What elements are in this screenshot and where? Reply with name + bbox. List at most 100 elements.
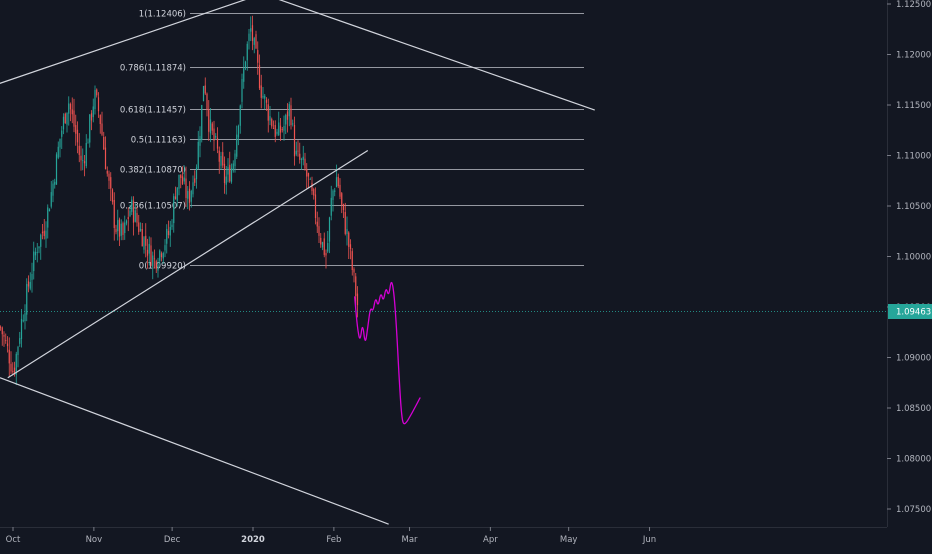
candle-body: [99, 115, 101, 124]
candle-body: [244, 61, 247, 69]
candle-body: [318, 226, 320, 236]
candle-body: [176, 187, 178, 201]
candle-body: [262, 95, 264, 98]
time-tick-label: Oct: [6, 535, 21, 545]
candle-body: [327, 242, 329, 252]
candle-body: [55, 154, 58, 185]
candle-body: [6, 343, 9, 347]
price-tick-label: 1.10500: [896, 202, 931, 212]
candle-body: [134, 210, 136, 222]
trendlines[interactable]: [0, 0, 595, 525]
candle-body: [3, 334, 5, 337]
candle-body: [33, 251, 35, 272]
candle-body: [246, 43, 248, 61]
candle-body: [8, 349, 10, 364]
candle-body: [356, 293, 359, 306]
candle-body: [183, 177, 185, 182]
candle-body: [290, 105, 292, 126]
candle-body: [22, 320, 24, 322]
candle-body: [225, 176, 227, 185]
candle-body: [299, 153, 301, 160]
candle-body: [276, 131, 278, 134]
candle-body: [211, 123, 213, 131]
candle-body: [69, 104, 72, 110]
trendline-upper-right-resistance[interactable]: [240, 0, 595, 111]
hand-drawn-projection[interactable]: [354, 281, 421, 425]
price-tick-label: 1.08500: [896, 404, 931, 414]
projection-drawing[interactable]: [354, 281, 421, 425]
candle-body: [222, 152, 224, 166]
candle-body: [155, 261, 157, 269]
price-tick-label: 1.12000: [896, 51, 931, 61]
candle-body: [321, 242, 324, 248]
candle-body: [190, 190, 192, 202]
candle-body: [185, 178, 187, 198]
candle-body: [208, 109, 210, 132]
time-tick-label: Dec: [164, 535, 181, 545]
candle-body: [41, 231, 44, 234]
candle-body: [292, 123, 294, 125]
candle-body: [31, 273, 33, 280]
candle-body: [27, 281, 30, 287]
candle-body: [145, 235, 147, 246]
candle-body: [166, 228, 168, 244]
fib-level-label: 0(1.09920): [139, 262, 186, 272]
candle-body: [265, 99, 268, 103]
candle-body: [311, 182, 313, 192]
candle-body: [174, 196, 177, 199]
candle-body: [257, 50, 259, 63]
candle-body: [272, 128, 275, 130]
candle-body: [181, 176, 184, 184]
candle-body: [152, 255, 154, 267]
candle-body: [279, 125, 282, 133]
candle-body: [320, 237, 322, 245]
candle-body: [316, 221, 318, 227]
price-tick-label: 1.11000: [896, 152, 931, 162]
candle-body: [297, 150, 299, 152]
candle-body: [94, 90, 96, 110]
time-tick-label: 2020: [241, 535, 265, 545]
candle-body: [213, 128, 215, 141]
candle-body: [5, 340, 7, 341]
candle-body: [108, 173, 110, 181]
price-axis[interactable]: 1.12500 1.12000 1.11500 1.11000 1.10500 1.100…: [887, 0, 932, 527]
trendline-upper-left-resistance[interactable]: [0, 0, 274, 95]
price-tick-label: 1.08000: [896, 455, 931, 465]
candle-body: [153, 258, 156, 260]
time-tick-label: Feb: [326, 535, 341, 545]
candle-body: [216, 137, 219, 149]
trendline-lower-falling[interactable]: [0, 377, 389, 525]
candle-body: [253, 38, 255, 45]
candle-body: [237, 125, 240, 138]
candle-body: [328, 217, 331, 242]
candle-body: [75, 125, 77, 134]
candle-body: [34, 251, 37, 256]
candle-body: [337, 176, 339, 187]
candle-body: [141, 228, 143, 247]
candle-body: [188, 188, 191, 203]
candle-body: [202, 86, 205, 102]
candle-body: [12, 370, 14, 372]
candle-body: [313, 188, 315, 196]
candle-body: [295, 150, 297, 155]
candle-body: [227, 167, 229, 175]
candle-body: [199, 136, 201, 146]
candle-body: [36, 252, 38, 253]
time-axis[interactable]: Oct Nov Dec 2020 Feb Mar Apr May Jun: [0, 527, 887, 545]
candle-body: [325, 253, 327, 256]
last-price-label: 1.09463: [896, 308, 931, 318]
candle-body: [24, 313, 26, 322]
candle-body: [48, 209, 51, 212]
fib-level-label: 0.618(1.11457): [120, 106, 186, 116]
candle-body: [348, 232, 350, 247]
candle-body: [19, 338, 21, 344]
candle-body: [206, 93, 208, 110]
time-tick-label: Jun: [642, 535, 656, 545]
candle-body: [113, 199, 115, 228]
candle-body: [26, 284, 28, 315]
trendline-rising-support[interactable]: [7, 149, 369, 379]
fibonacci-retracement[interactable]: 1(1.12406) 0.786(1.11874) 0.618(1.11457) 0.…: [120, 10, 584, 272]
candle-body: [103, 136, 105, 150]
